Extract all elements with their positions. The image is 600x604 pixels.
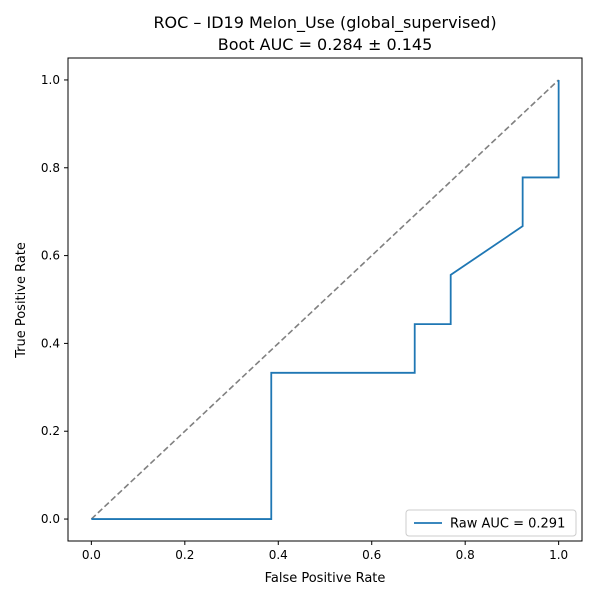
y-tick-label: 1.0: [41, 73, 60, 87]
x-tick-label: 0.4: [269, 548, 288, 562]
y-tick-label: 0.0: [41, 512, 60, 526]
x-tick-label: 0.6: [362, 548, 381, 562]
y-tick-label: 0.2: [41, 424, 60, 438]
roc-curve-line: [91, 79, 560, 520]
x-tick-label: 0.2: [175, 548, 194, 562]
y-tick-label: 0.4: [41, 336, 60, 350]
y-tick-label: 0.8: [41, 161, 60, 175]
x-tick-label: 0.0: [82, 548, 101, 562]
x-tick-label: 1.0: [549, 548, 568, 562]
reference-diagonal-line: [90, 79, 560, 520]
chart-title: ROC – ID19 Melon_Use (global_supervised): [153, 13, 496, 33]
legend-label: Raw AUC = 0.291: [450, 517, 565, 532]
axes-frame: [67, 57, 583, 542]
y-tick-label: 0.6: [41, 249, 60, 263]
plot-area: 0.0 0.2 0.4 0.6 0.8 1.0 0.0 0.2 0.4 0.6 0.8 1.0: [41, 57, 583, 562]
x-tick-label: 0.8: [456, 548, 475, 562]
y-axis-label: True Positive Rate: [14, 242, 29, 359]
legend-box: [405, 509, 577, 537]
chart-subtitle: Boot AUC = 0.284 ± 0.145: [218, 35, 433, 54]
x-axis-label: False Positive Rate: [265, 571, 386, 586]
legend: Raw AUC = 0.291: [405, 509, 577, 537]
